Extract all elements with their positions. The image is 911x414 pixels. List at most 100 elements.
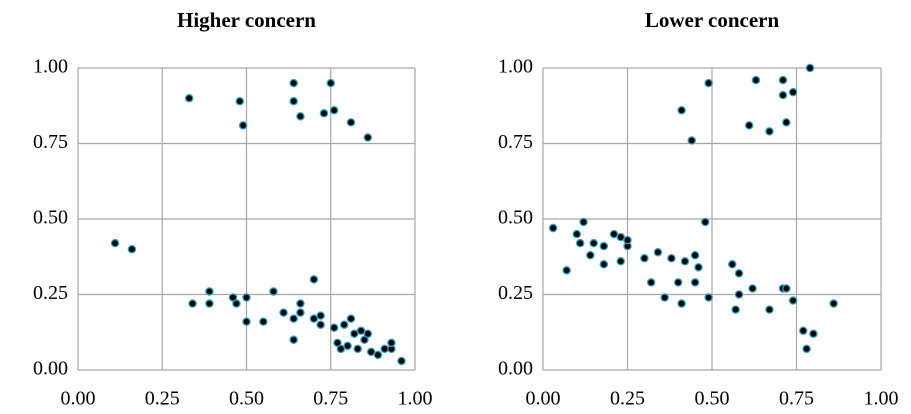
point	[734, 290, 744, 299]
point	[296, 308, 305, 317]
point	[694, 263, 703, 272]
point	[599, 260, 609, 269]
x-tick-label: 0.00	[526, 388, 561, 410]
chart-title: Higher concern	[177, 8, 316, 32]
point	[731, 305, 740, 314]
point	[232, 299, 241, 308]
point	[397, 356, 406, 366]
point	[765, 127, 774, 136]
point	[343, 341, 352, 351]
point	[366, 347, 376, 357]
point	[805, 63, 815, 73]
point	[205, 287, 214, 296]
chart-title: Lower concern	[645, 8, 780, 32]
point	[788, 87, 798, 97]
y-tick-label: 0.75	[33, 131, 68, 153]
y-tick-label: 0.25	[33, 282, 68, 304]
point	[609, 229, 619, 239]
point	[680, 257, 690, 266]
point	[704, 293, 713, 302]
point	[799, 326, 808, 335]
y-tick-label: 0.50	[498, 207, 533, 229]
point	[660, 293, 669, 302]
point	[316, 320, 325, 329]
point	[778, 75, 788, 85]
point	[346, 118, 356, 127]
point	[646, 278, 656, 287]
point	[316, 311, 325, 320]
point	[728, 260, 737, 269]
point	[242, 317, 251, 326]
point	[782, 118, 791, 127]
point	[296, 299, 305, 308]
x-tick-label: 0.25	[145, 388, 180, 410]
point	[829, 299, 838, 308]
point	[329, 106, 339, 115]
x-tick-label: 0.75	[779, 388, 814, 410]
point	[289, 96, 298, 106]
y-tick-label: 0.25	[498, 282, 533, 304]
y-tick-label: 0.00	[33, 358, 68, 380]
x-tick-label: 0.25	[610, 388, 645, 410]
point	[677, 106, 686, 115]
y-tick-label: 0.00	[498, 358, 533, 380]
point	[296, 112, 305, 121]
point	[350, 329, 359, 339]
point	[640, 254, 649, 263]
x-tick-label: 0.50	[229, 388, 264, 410]
point	[667, 254, 676, 263]
point	[744, 121, 754, 130]
point	[326, 78, 335, 88]
y-tick-label: 0.50	[33, 207, 68, 229]
point	[205, 299, 214, 308]
point	[184, 93, 194, 103]
point	[242, 293, 251, 302]
point	[259, 317, 268, 326]
point	[765, 305, 774, 314]
point	[623, 235, 632, 245]
point	[279, 308, 288, 317]
point	[589, 238, 598, 248]
point	[748, 284, 757, 293]
point	[548, 223, 558, 233]
point	[690, 250, 700, 260]
point	[575, 238, 585, 248]
point	[309, 314, 319, 323]
point	[329, 323, 339, 332]
x-tick-label: 1.00	[864, 388, 899, 410]
x-tick-label: 0.00	[61, 388, 96, 410]
y-tick-label: 1.00	[498, 56, 533, 78]
point	[356, 326, 366, 335]
point	[110, 238, 120, 248]
point	[127, 244, 137, 254]
x-tick-label: 1.00	[398, 388, 433, 410]
x-tick-label: 0.50	[695, 388, 730, 410]
point	[586, 250, 595, 260]
point	[734, 269, 744, 278]
point	[579, 217, 588, 227]
point	[653, 247, 663, 257]
point	[309, 275, 319, 284]
point	[346, 314, 356, 323]
point	[673, 278, 683, 287]
point	[778, 90, 788, 100]
point	[387, 338, 396, 348]
point	[599, 241, 609, 251]
point	[616, 232, 625, 242]
point	[319, 109, 329, 118]
y-tick-label: 1.00	[33, 56, 68, 78]
y-tick-label: 0.75	[498, 131, 533, 153]
point	[782, 284, 791, 293]
x-tick-label: 0.75	[313, 388, 348, 410]
point	[677, 299, 686, 308]
point	[238, 121, 248, 130]
point	[289, 314, 298, 323]
point	[289, 335, 298, 345]
point	[700, 217, 710, 227]
point	[269, 287, 278, 296]
point	[353, 344, 362, 354]
point	[339, 320, 349, 329]
point	[363, 329, 373, 339]
point	[363, 133, 373, 142]
